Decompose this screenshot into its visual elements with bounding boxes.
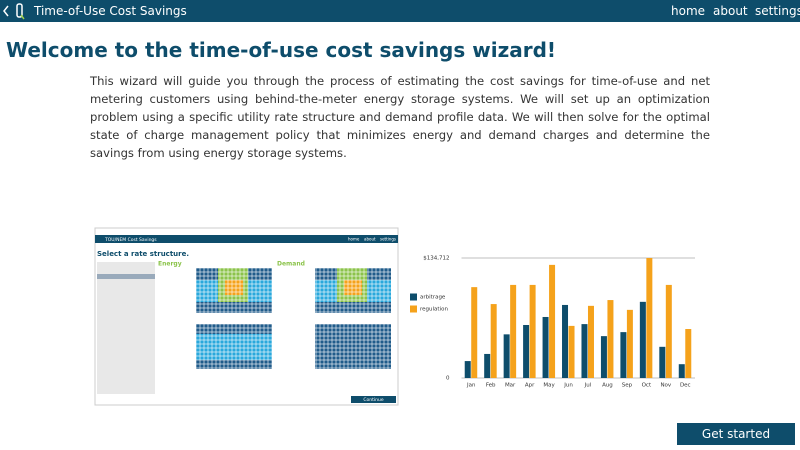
heatmap-grid [196, 324, 272, 369]
x-tick-label: Feb [486, 383, 496, 389]
preview-header [95, 235, 398, 243]
bar [523, 324, 530, 378]
bar [659, 346, 666, 378]
get-started-button[interactable]: Get started [677, 423, 795, 445]
bar [626, 309, 633, 378]
x-tick-label: Aug [602, 383, 613, 389]
bar [600, 336, 607, 378]
bar [510, 284, 517, 378]
preview-heading: Select a rate structure. [97, 250, 189, 258]
x-tick-label: Jun [563, 383, 573, 389]
x-tick-label: Dec [680, 383, 691, 389]
heatmap-grid [196, 268, 272, 313]
preview-button [351, 396, 396, 403]
bar [587, 305, 594, 378]
x-tick-label: Jan [466, 383, 476, 389]
preview-demand: Demand [277, 261, 305, 268]
preview-nav: home [348, 237, 360, 242]
header: Time-of-Use Cost Savings home about sett… [0, 0, 800, 22]
back-arrow[interactable] [3, 5, 9, 17]
x-tick-label: Mar [505, 383, 516, 389]
preview-button-label: Continue [363, 397, 383, 403]
preview-selected [97, 274, 155, 279]
bar [464, 361, 471, 378]
bar [665, 284, 672, 378]
bar [490, 304, 497, 378]
preview-nav: settings [380, 237, 396, 242]
y-tick-label: 0 [446, 376, 450, 382]
bar [568, 325, 575, 378]
bar [542, 316, 549, 378]
intro-text: This wizard will guide you through the p… [90, 74, 710, 160]
preview-energy: Energy [158, 261, 182, 268]
preview-title: TOU/NEM Cost Savings [104, 237, 157, 243]
bar [607, 300, 614, 378]
heatmap-grid [315, 268, 391, 313]
logo-mark [20, 14, 25, 20]
bar [484, 353, 491, 378]
bar [678, 364, 685, 378]
bar [581, 324, 588, 378]
bar [529, 284, 536, 378]
bar [503, 334, 510, 378]
x-tick-label: Oct [642, 383, 652, 389]
bar [685, 329, 692, 378]
heading: Welcome to the time-of-use cost savings … [6, 38, 557, 62]
legend-swatch [410, 305, 417, 313]
bar [639, 301, 646, 378]
x-tick-label: Sep [622, 383, 633, 389]
nav-link[interactable]: about [713, 4, 748, 18]
preview-list [97, 262, 155, 394]
chart: 0 $134,712 Jan Feb Mar Apr May Jun Jul Aug Sep Oct N… [410, 256, 695, 389]
x-tick-label: Jul [584, 383, 592, 389]
app-preview: TOU/NEM Cost Savings home about settings… [94, 227, 399, 406]
app-title: Time-of-Use Cost Savings [34, 4, 187, 18]
logo [16, 3, 23, 18]
legend-label: arbitrage [420, 295, 446, 301]
bar [562, 304, 569, 378]
bar [620, 332, 627, 378]
legend-swatch [410, 293, 417, 301]
x-tick-label: Nov [660, 383, 671, 389]
bar [549, 264, 556, 378]
nav-link[interactable]: home [671, 4, 706, 18]
y-tick-label: $134,712 [423, 256, 449, 262]
header-icons [3, 3, 25, 20]
preview-nav: about [364, 237, 376, 242]
x-tick-label: May [543, 383, 555, 389]
nav-link[interactable]: settings [755, 4, 800, 18]
bar [646, 258, 653, 378]
legend-label: regulation [420, 307, 448, 313]
x-tick-label: Apr [525, 383, 535, 389]
bar [471, 287, 478, 378]
heatmap-grid [315, 324, 391, 369]
